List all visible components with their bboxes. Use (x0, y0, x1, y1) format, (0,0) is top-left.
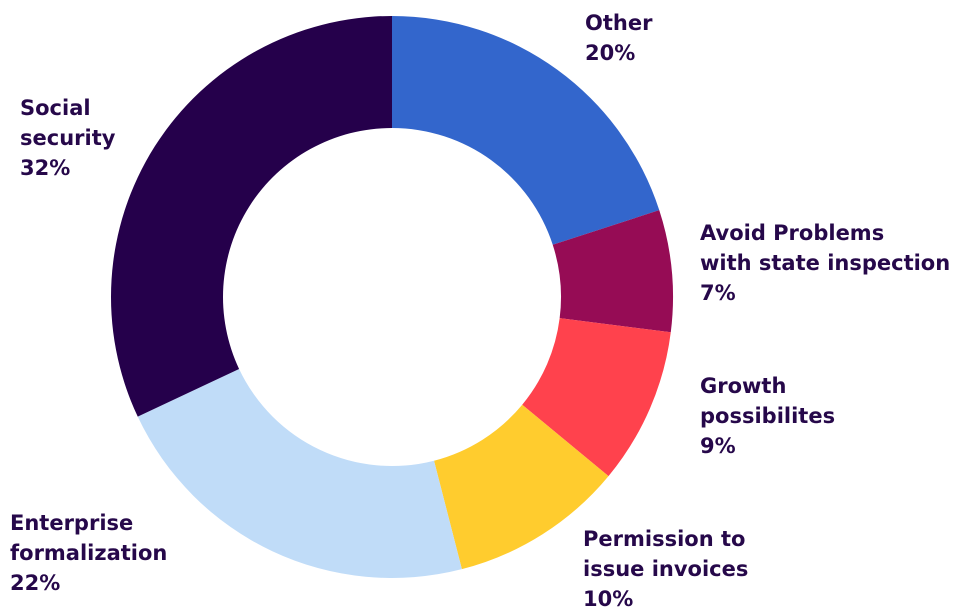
slice-label-line-2-0: Growth (700, 374, 786, 398)
slice-labels: Other 20% Avoid Problems with state inspect… (10, 11, 950, 607)
slice-label-line-5-1: security (20, 126, 116, 150)
slice-percent-1: 7% (700, 281, 736, 305)
slice-label-line-4-1: formalization (10, 541, 167, 565)
slice-percent-3: 10% (583, 587, 633, 607)
slice-label-line-3-1: issue invoices (583, 557, 748, 581)
slice-label-0: Other 20% (585, 11, 653, 65)
slice-4 (137, 368, 462, 578)
slice-label-line-1-0: Avoid Problems (700, 221, 884, 245)
slice-0 (392, 16, 660, 245)
slice-label-line-3-0: Permission to (583, 527, 745, 551)
slice-label-line-2-1: possibilites (700, 404, 835, 428)
slice-2 (522, 318, 671, 477)
slice-percent-4: 22% (10, 571, 60, 595)
slice-1 (552, 210, 673, 333)
slice-label-line-4-0: Enterprise (10, 511, 133, 535)
slice-label-line-1-1: with state inspection (700, 251, 950, 275)
slice-label-4: Enterprise formalization 22% (10, 511, 167, 595)
slice-5 (110, 16, 392, 417)
slice-percent-2: 9% (700, 434, 736, 458)
slice-label-2: Growth possibilites 9% (700, 374, 835, 458)
slice-label-3: Permission to issue invoices 10% (583, 527, 748, 607)
slice-label-5: Social security 32% (20, 96, 116, 180)
slice-label-1: Avoid Problems with state inspection 7% (700, 221, 950, 305)
slice-percent-5: 32% (20, 156, 70, 180)
donut-slices (110, 16, 673, 578)
slice-label-line-5-0: Social (20, 96, 91, 120)
slice-percent-0: 20% (585, 41, 635, 65)
slice-3 (434, 404, 609, 570)
slice-label-line-0-0: Other (585, 11, 653, 35)
